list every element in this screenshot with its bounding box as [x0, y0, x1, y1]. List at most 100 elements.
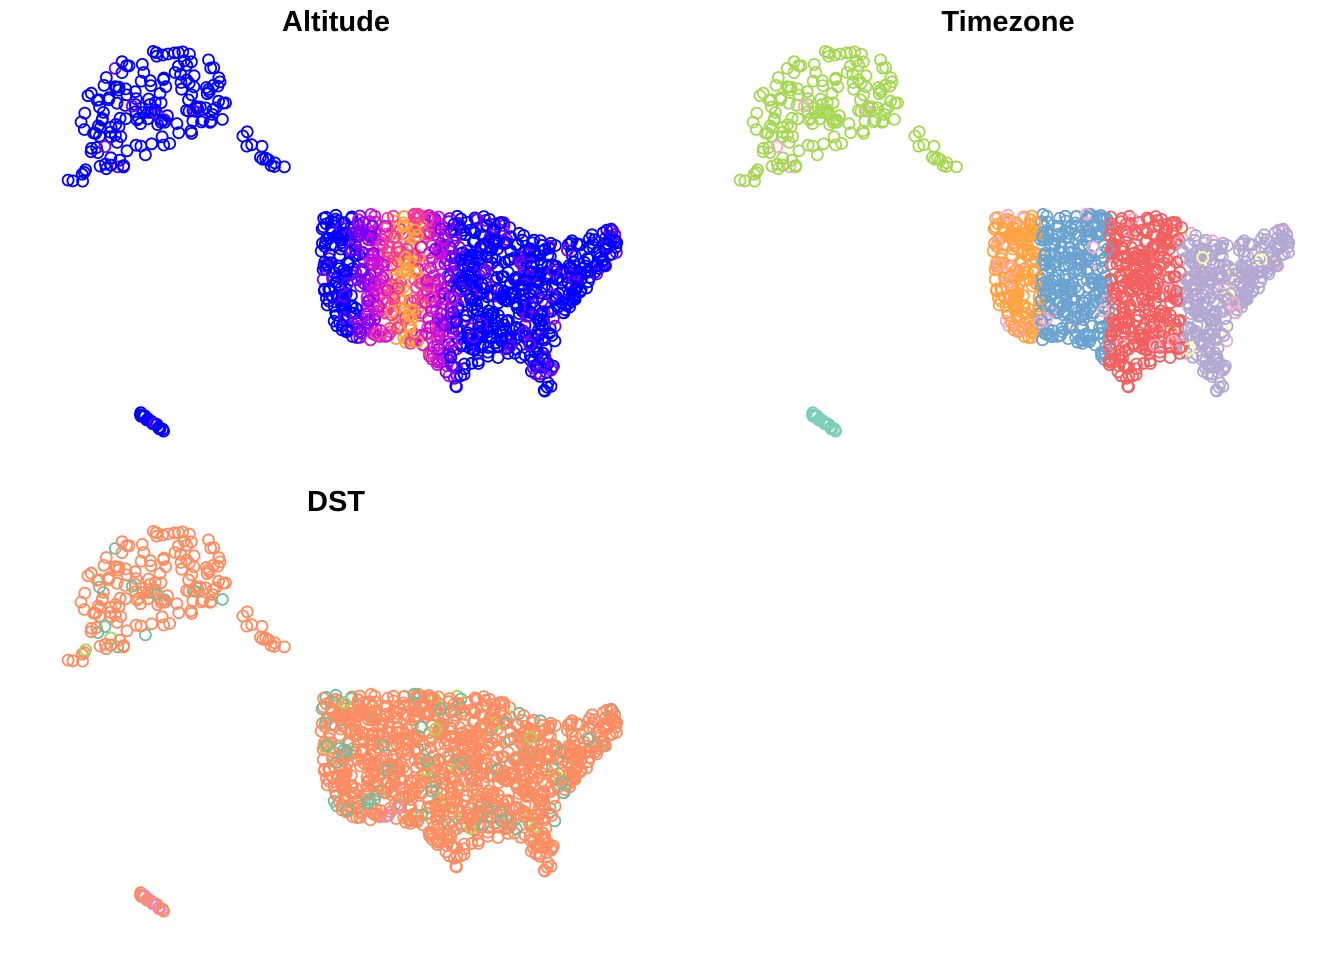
airport-point [1206, 286, 1220, 300]
airport-point [1203, 312, 1216, 326]
airport-point [452, 721, 466, 734]
airport-point [561, 243, 574, 257]
airport-point [1227, 296, 1241, 310]
airport-point [595, 734, 609, 748]
airport-point [801, 138, 815, 152]
airport-point [157, 904, 171, 918]
airport-point [344, 769, 358, 782]
airport-point [195, 115, 208, 129]
airport-point [465, 778, 479, 792]
airport-point [372, 300, 386, 314]
airport-point [473, 807, 487, 821]
airport-point [792, 88, 806, 102]
airport-point [828, 48, 842, 62]
airport-point [500, 341, 514, 355]
airport-point [410, 760, 423, 774]
airport-point [76, 654, 89, 668]
airport-point [468, 226, 482, 240]
airport-point [526, 236, 539, 250]
airport-point [1001, 276, 1015, 289]
airport-point [829, 424, 843, 438]
airport-point [544, 305, 558, 318]
airport-point [826, 115, 840, 129]
airport-point [847, 82, 861, 96]
airport-point [1005, 262, 1018, 275]
airport-point [479, 720, 493, 734]
airport-point [1262, 267, 1275, 281]
airport-point [99, 71, 113, 84]
airport-point [590, 267, 603, 281]
airport-point [1066, 266, 1080, 280]
airport-point [471, 837, 485, 850]
airport-point [764, 93, 778, 107]
airport-point [376, 751, 390, 765]
airport-point [471, 753, 485, 767]
airport-point [120, 624, 134, 638]
airport-point [479, 240, 493, 254]
airport-point [149, 46, 163, 60]
airport-point [460, 695, 474, 709]
airport-point [430, 303, 444, 317]
airport-point [330, 788, 343, 802]
airport-point [108, 542, 122, 555]
airport-point [206, 103, 220, 117]
airport-point [539, 821, 553, 835]
airport-point [443, 770, 457, 784]
airport-point [76, 174, 89, 188]
airport-point [1207, 238, 1221, 252]
airport-point [95, 113, 109, 127]
airport-point [781, 118, 795, 131]
airport-point [471, 357, 485, 370]
airport-point [331, 230, 345, 244]
airport-point [331, 694, 345, 708]
airport-point [1172, 314, 1185, 328]
airport-point [447, 265, 461, 279]
airport-point [1033, 316, 1047, 329]
airport-point [129, 105, 143, 118]
airport-point [563, 261, 576, 275]
airport-point [90, 141, 103, 155]
airport-point [1162, 270, 1176, 284]
airport-point [541, 357, 555, 370]
airport-point [928, 152, 942, 166]
airport-point [394, 746, 408, 760]
panel-title-altitude: Altitude [282, 6, 390, 38]
airport-point [84, 86, 98, 100]
airport-point [1195, 337, 1209, 351]
airport-point [385, 304, 398, 318]
airport-point [364, 709, 378, 723]
airport-point [361, 796, 375, 809]
airport-point [454, 369, 468, 383]
airport-point [168, 546, 182, 559]
airport-point [373, 238, 386, 252]
airport-point [1027, 262, 1041, 276]
airport-point [756, 86, 770, 100]
airport-point [206, 78, 220, 92]
airport-point [488, 233, 502, 247]
airport-point [481, 345, 495, 359]
airport-point [255, 619, 269, 633]
airport-point [785, 153, 799, 167]
airport-point [1002, 270, 1016, 284]
airport-point [1096, 261, 1109, 275]
airport-point [399, 731, 413, 745]
airport-point [364, 229, 378, 243]
airport-point [182, 47, 196, 61]
airport-point [1180, 271, 1194, 285]
airport-point [1020, 226, 1034, 240]
airport-point [871, 81, 885, 94]
airport-point [1106, 282, 1120, 295]
airport-point [400, 747, 414, 761]
airport-point [1080, 211, 1094, 224]
airport-point [439, 845, 453, 859]
airport-point [473, 327, 487, 341]
airport-point [1081, 266, 1095, 279]
airport-point [842, 117, 856, 130]
airport-point [240, 605, 254, 619]
airport-point [163, 137, 177, 150]
airport-point [490, 270, 504, 284]
airport-point [318, 282, 332, 296]
airport-point [547, 264, 560, 278]
airport-point [142, 572, 156, 586]
